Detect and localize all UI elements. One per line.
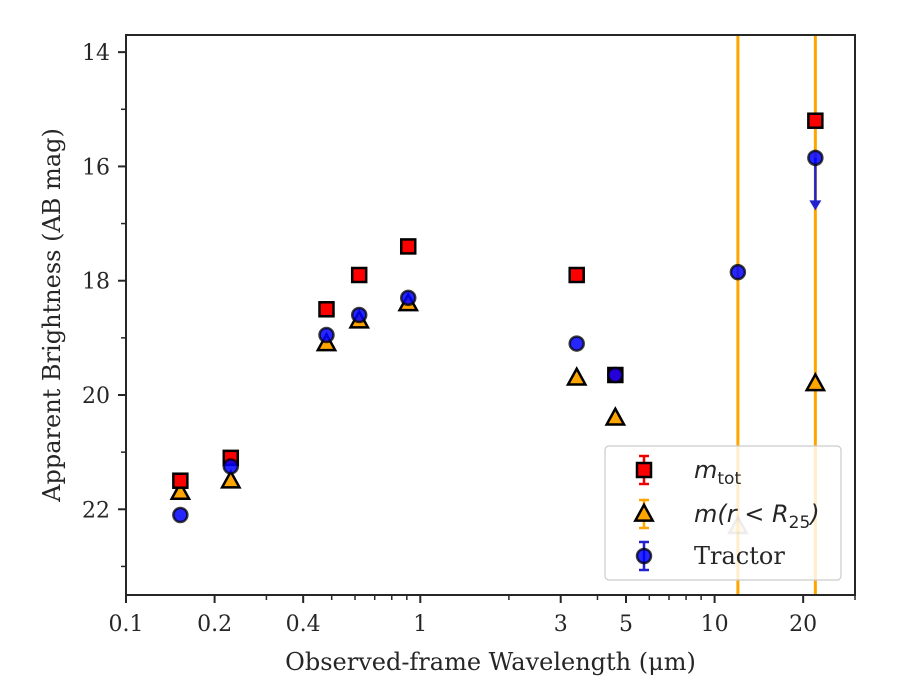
square-point [399,238,417,255]
circle-marker [729,263,747,281]
triangle-point [219,469,242,489]
circle-marker [399,289,417,307]
triangle-marker [169,480,192,501]
square-marker [807,112,824,129]
y-tick-label: 16 [82,155,110,180]
circle-marker [807,149,824,167]
square-marker [568,266,585,284]
square-point [318,301,335,318]
legend-triangle-marker [633,502,655,522]
y-tick-label: 22 [82,498,110,523]
x-tick-label: 3 [554,612,568,637]
triangle-point [604,406,627,426]
y-axis-label: Apparent Brightness (AB mag) [38,128,66,503]
circle-marker [222,458,240,475]
x-tick-label: 10 [701,612,729,637]
y-tick-label: 18 [82,270,110,295]
square-marker [318,301,335,318]
square-marker [172,472,189,489]
legend-square-marker [635,461,653,479]
plot-area [169,35,827,595]
circle-point [399,289,417,307]
circle-point [729,263,747,281]
upper-limit-arrow [809,200,822,211]
legend-label: Tractor [694,542,785,570]
x-tick-label: 1 [413,612,427,637]
triangle-marker [604,406,627,426]
x-tick-label: 5 [619,612,633,637]
x-tick-label: 20 [789,612,817,637]
square-point [350,266,368,284]
y-tick-label: 20 [82,384,110,409]
square-marker [399,238,417,255]
triangle-marker [804,371,827,392]
square-point [568,266,585,284]
legend: mtot m(r < R25) Tractor [604,445,842,581]
y-tick-label: 14 [82,41,110,66]
square-point [172,472,189,489]
circle-point [318,326,335,344]
legend-box [604,445,842,581]
x-tick-label: 0.1 [109,612,144,637]
plot-frame [125,34,856,596]
circle-point [607,366,624,384]
x-tick-label: 0.4 [286,612,321,637]
square-point [807,112,824,129]
circle-point [350,306,368,324]
circle-marker [350,306,368,324]
triangle-point [804,371,827,392]
triangle-point [169,480,192,501]
legend-label: m(r < R25) [694,500,820,533]
circle-point [222,458,240,475]
circle-marker [172,506,189,524]
legend-label: mtot [694,456,741,489]
circle-marker [568,335,585,352]
x-tick-label: 0.2 [197,612,232,637]
circle-point [172,506,189,524]
triangle-marker [219,469,242,489]
triangle-marker [565,366,588,386]
x-axis-label: Observed-frame Wavelength (μm) [285,648,696,676]
circle-marker [318,326,335,344]
circle-marker [607,366,624,384]
circle-point [807,149,824,167]
axes: 0.1 0.2 0.4 1 3 5 10 20 14 16 18 20 22 [82,34,856,637]
triangle-point [565,366,588,386]
circle-point [568,335,585,352]
square-marker [350,266,368,284]
legend-circle-marker [635,547,653,565]
